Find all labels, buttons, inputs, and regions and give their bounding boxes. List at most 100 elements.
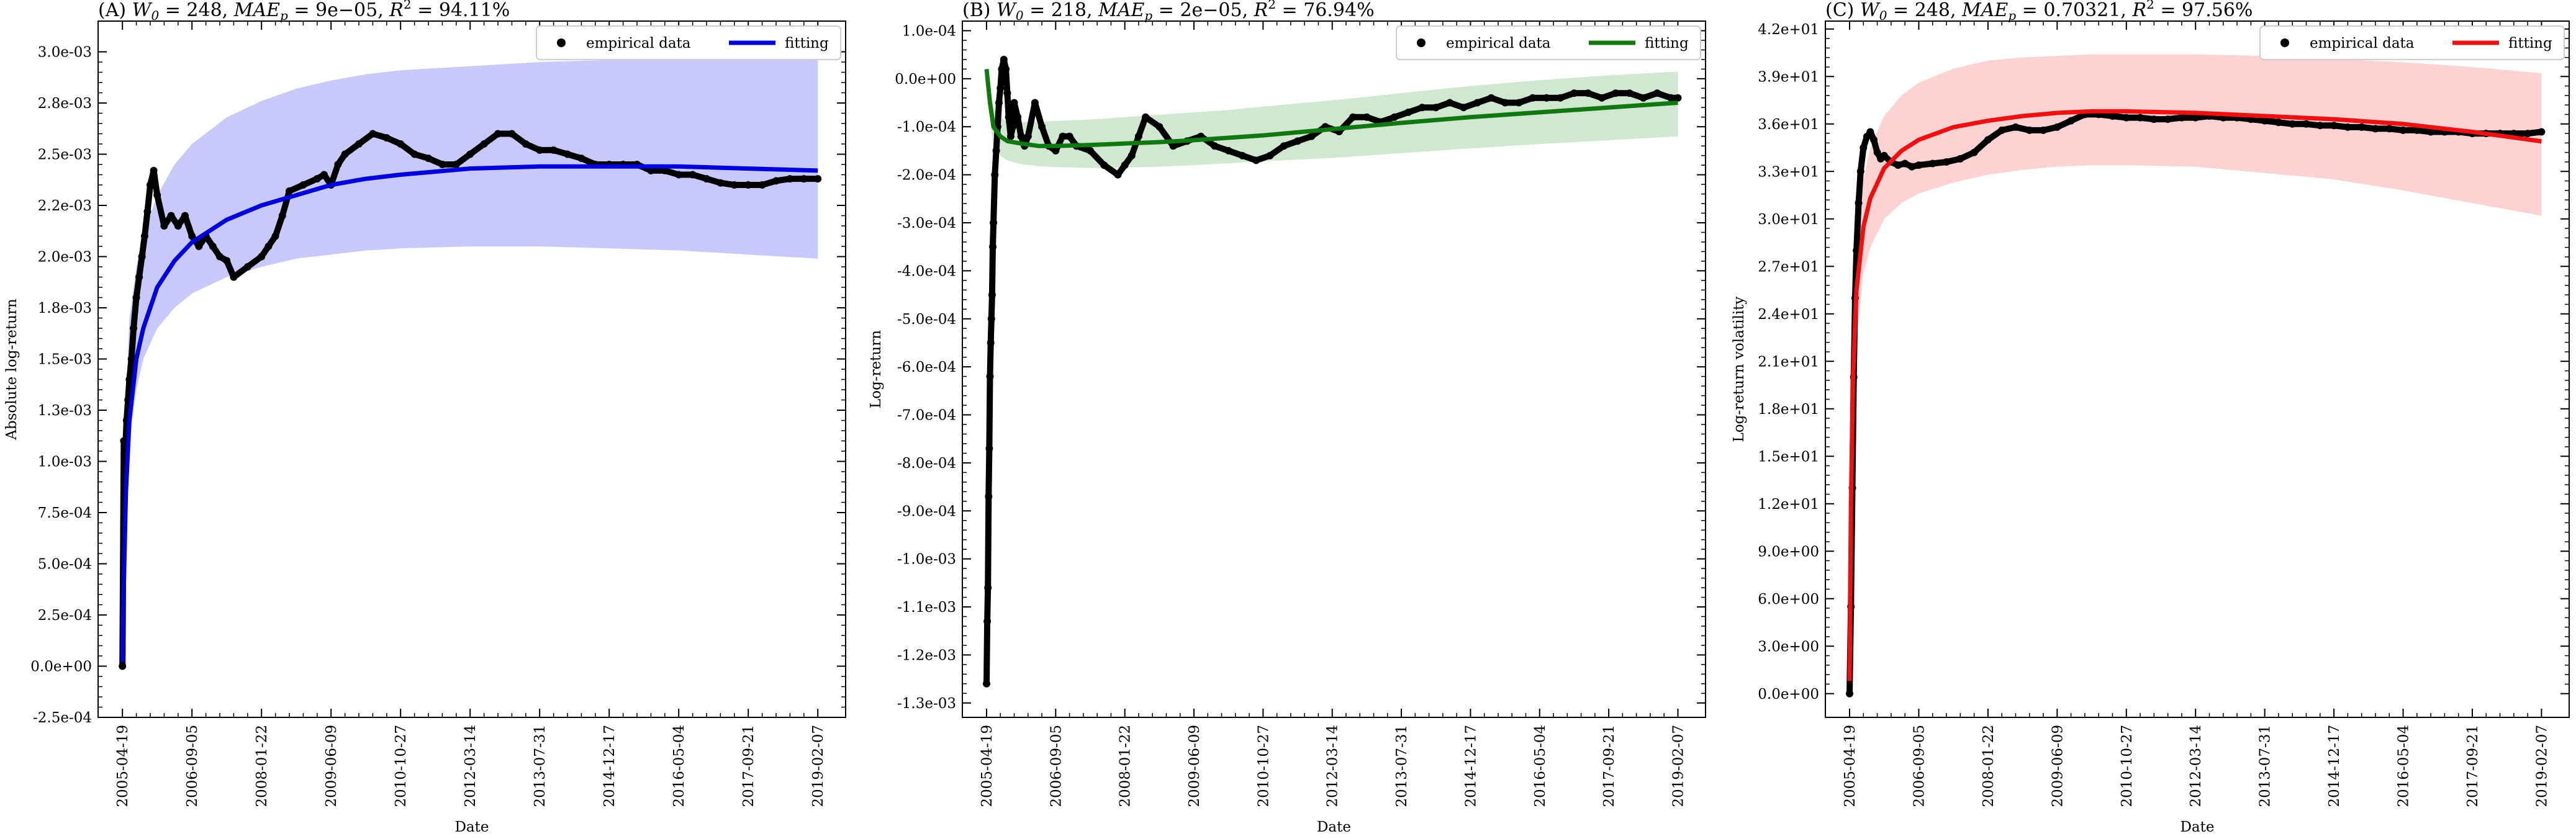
legend-label-empirical: empirical data — [1446, 35, 1551, 52]
legend-marker-empirical — [2280, 38, 2289, 47]
y-tick-label: 0.0e+00 — [895, 71, 956, 87]
y-tick-label: -5.0e-04 — [897, 312, 956, 328]
x-tick-label: 2008-01-22 — [1118, 725, 1134, 807]
x-tick-label: 2017-09-21 — [1601, 725, 1617, 807]
y-tick-label: 4.2e+01 — [1758, 22, 1819, 38]
y-tick-label: -8.0e-04 — [897, 455, 956, 472]
y-tick-label: -7.0e-04 — [897, 408, 956, 424]
x-tick-label: 2006-09-05 — [1048, 725, 1064, 807]
x-tick-label: 2010-10-27 — [393, 725, 409, 807]
y-tick-label: 1.2e+01 — [1758, 496, 1819, 513]
legend-label-fitting: fitting — [2508, 35, 2552, 52]
y-tick-label: 5.0e-04 — [38, 557, 92, 573]
y-tick-label: -4.0e-04 — [897, 263, 956, 279]
empirical-trace — [983, 56, 1681, 687]
legend: empirical data fitting — [2259, 25, 2565, 60]
y-tick-label: 3.0e+00 — [1758, 639, 1819, 655]
chart-title: (B) W0 = 218, MAEp = 2e−05, R2 = 76.94% — [962, 0, 1375, 23]
y-tick-label: 1.5e+01 — [1758, 449, 1819, 465]
y-tick-label: -1.3e-03 — [897, 696, 956, 712]
y-tick-label: 0.0e+00 — [1758, 686, 1819, 702]
x-axis-label: Date — [454, 819, 489, 835]
panel-a: -2.5e-04 0.0e+00 2.5e-04 5.0e-04 7.5e-04 1.0e… — [4, 0, 846, 835]
legend-label-fitting: fitting — [1645, 35, 1689, 52]
y-tick-label: 3.9e+01 — [1758, 69, 1819, 85]
x-tick-label: 2016-05-04 — [671, 725, 687, 807]
fit-line — [1847, 109, 2542, 681]
y-tick-label: 7.5e-04 — [38, 505, 92, 521]
x-tick-label: 2008-01-22 — [254, 725, 270, 807]
chart-title: (C) W0 = 248, MAEp = 0.70321, R2 = 97.56… — [1825, 0, 2253, 23]
y-tick-label: 2.2e-03 — [38, 198, 92, 214]
legend-label-empirical: empirical data — [2310, 35, 2415, 52]
x-tick-label: 2013-07-31 — [1394, 725, 1410, 807]
x-tick-label: 2013-07-31 — [2257, 725, 2274, 807]
y-tick-label: 2.1e+01 — [1758, 354, 1819, 370]
x-tick-label: 2014-12-17 — [602, 725, 618, 807]
y-tick-label: 2.5e-03 — [38, 147, 92, 163]
y-tick-label: -2.0e-04 — [897, 168, 956, 184]
x-tick-label: 2019-02-07 — [2534, 725, 2550, 807]
x-tick-label: 2006-09-05 — [184, 725, 201, 807]
y-tick-label: 2.4e+01 — [1758, 307, 1819, 323]
x-tick-label: 2009-06-09 — [323, 725, 340, 807]
x-tick-label: 2009-06-09 — [1186, 725, 1203, 807]
y-tick-label: -6.0e-04 — [897, 359, 956, 375]
plot-frame — [1825, 20, 2570, 718]
fit-line — [984, 69, 1678, 148]
empirical-series — [1846, 110, 2546, 698]
x-tick-label: 2017-09-21 — [2465, 725, 2481, 807]
x-axis-label: Date — [1317, 819, 1351, 835]
y-tick-label: 1.5e-03 — [38, 352, 92, 368]
y-tick-label: 3.3e+01 — [1758, 164, 1819, 180]
y-axis-label: Log-return volatility — [1731, 297, 1747, 442]
panel-b: 1.0e-04 0.0e+00 -1.0e-04 -2.0e-04 -3.0e-04 -4… — [868, 0, 1706, 835]
y-tick-label: -2.5e-04 — [33, 710, 92, 726]
y-tick-label: -1.0e-03 — [897, 552, 956, 568]
x-tick-label: 2017-09-21 — [741, 725, 757, 807]
y-tick-label: 3.0e-03 — [38, 45, 92, 61]
y-tick-label: -1.2e-03 — [897, 647, 956, 663]
x-tick-label: 2016-05-04 — [1532, 725, 1548, 807]
x-tick-label: 2019-02-07 — [1670, 725, 1686, 807]
y-axis-label: Log-return — [868, 330, 884, 408]
x-tick-label: 2012-03-14 — [463, 725, 479, 807]
y-tick-label: 2.7e+01 — [1758, 259, 1819, 275]
x-tick-label: 2014-12-17 — [1463, 725, 1479, 807]
x-tick-label: 2008-01-22 — [1981, 725, 1997, 807]
legend-label-empirical: empirical data — [586, 35, 691, 52]
y-tick-label: -9.0e-04 — [897, 503, 956, 519]
y-axis-label: Absolute log-return — [4, 298, 20, 441]
legend-box — [536, 25, 841, 60]
y-tick-label: -1.1e-03 — [897, 599, 956, 616]
chart-title: (A) W0 = 248, MAEp = 9e−05, R2 = 94.11% — [98, 0, 510, 23]
y-tick-label: 1.3e-03 — [38, 403, 92, 419]
x-tick-label: 2010-10-27 — [2119, 725, 2135, 807]
fit-line — [120, 164, 818, 662]
y-tick-label: 2.5e-04 — [38, 608, 92, 624]
y-tick-label: 0.0e+00 — [30, 659, 92, 675]
y-tick-label: 9.0e+00 — [1758, 544, 1819, 560]
x-tick-label: 2005-04-19 — [979, 725, 995, 807]
x-tick-label: 2006-09-05 — [1911, 725, 1927, 807]
x-tick-label: 2009-06-09 — [2050, 725, 2066, 807]
y-tick-label: 1.8e+01 — [1758, 402, 1819, 418]
legend: empirical data fitting — [536, 25, 841, 60]
legend-box — [1396, 25, 1701, 60]
legend: empirical data fitting — [1396, 25, 1701, 60]
x-tick-label: 2010-10-27 — [1255, 725, 1272, 807]
y-tick-label: 6.0e+00 — [1758, 591, 1819, 608]
x-tick-label: 2014-12-17 — [2326, 725, 2343, 807]
confidence-band — [122, 58, 818, 662]
y-tick-label: 2.0e-03 — [38, 249, 92, 266]
x-tick-label: 2005-04-19 — [1842, 725, 1858, 807]
x-tick-label: 2019-02-07 — [810, 725, 826, 807]
plot-frame — [962, 20, 1706, 718]
x-tick-label: 2013-07-31 — [532, 725, 548, 807]
y-tick-label: 2.8e-03 — [38, 96, 92, 112]
y-tick-label: -3.0e-04 — [897, 215, 956, 231]
empirical-trace — [1846, 111, 2545, 697]
x-tick-label: 2005-04-19 — [115, 725, 131, 807]
x-tick-label: 2012-03-14 — [2188, 725, 2204, 807]
